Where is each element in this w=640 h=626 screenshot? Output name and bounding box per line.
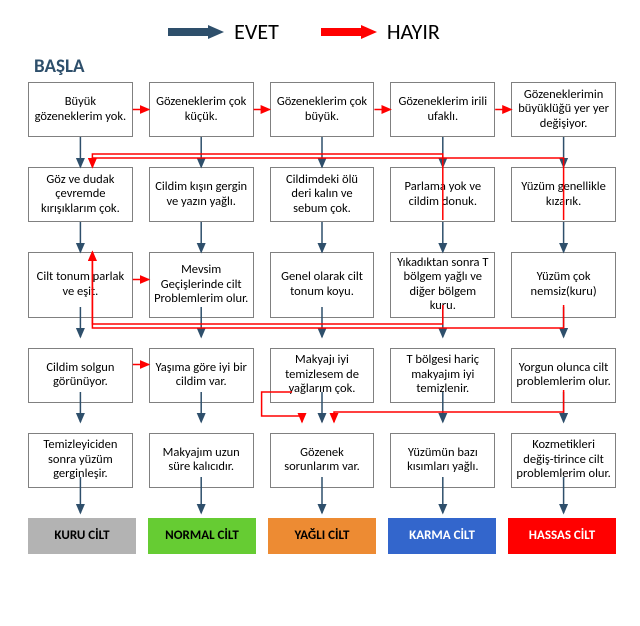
node-r4-c0: Temizleyiciden sonra yüzüm gerginleşir. [28, 433, 133, 488]
node-r3-c1: Yaşıma göre iyi bir cildim var. [149, 348, 254, 403]
legend-evet-label: EVET [234, 18, 279, 45]
node-r3-c0: Cildim solgun görünüyor. [28, 348, 133, 403]
node-r1-c3: Parlama yok ve cildim donuk. [390, 167, 495, 222]
node-r0-c2: Gözeneklerim çok büyük. [270, 82, 375, 137]
node-r2-c2: Genel olarak cilt tonum koyu. [270, 252, 375, 318]
node-r0-c1: Gözeneklerim çok küçük. [149, 82, 254, 137]
node-r1-c4: Yüzüm genellikle kızarık. [511, 167, 616, 222]
legend: EVET HAYIR [0, 18, 640, 45]
node-r2-c0: Cilt tonum parlak ve eşit. [28, 252, 133, 318]
result-1: NORMAL CİLT [148, 518, 256, 554]
node-r0-c0: Büyük gözeneklerim yok. [28, 82, 133, 137]
node-r3-c2: Makyajı iyi temizlesem de yağlarım çok. [270, 348, 375, 403]
result-3: KARMA CİLT [388, 518, 496, 554]
node-r2-c1: Mevsim Geçişlerinde cilt Problemlerim ol… [149, 252, 254, 318]
node-r1-c0: Göz ve dudak çevremde kırışıklarım çok. [28, 167, 133, 222]
result-0: KURU CİLT [28, 518, 136, 554]
node-r0-c3: Gözeneklerim irili ufaklı. [390, 82, 495, 137]
node-r3-c4: Yorgun olunca cilt problemlerim olur. [511, 348, 616, 403]
legend-hayir-label: HAYIR [387, 18, 440, 45]
result-4: HASSAS CİLT [508, 518, 616, 554]
result-2: YAĞLI CİLT [268, 518, 376, 554]
basla-label: BAŞLA [34, 55, 85, 78]
node-r1-c1: Cildim kışın gergin ve yazın yağlı. [149, 167, 254, 222]
node-r2-c4: Yüzüm çok nemsiz(kuru) [511, 252, 616, 318]
node-r4-c3: Yüzümün bazı kısımları yağlı. [390, 433, 495, 488]
node-r4-c1: Makyajım uzun süre kalıcıdır. [149, 433, 254, 488]
node-r2-c3: Yıkadıktan sonra T bölgem yağlı ve diğer… [390, 252, 495, 318]
node-r4-c4: Kozmetikleri değiş-tirince cilt probleml… [511, 433, 616, 488]
node-r4-c2: Gözenek sorunlarım var. [270, 433, 375, 488]
evet-arrow-icon [168, 25, 224, 39]
node-r0-c4: Gözeneklerimin büyüklüğü yer yer değişiy… [511, 82, 616, 137]
node-r3-c3: T bölgesi hariç makyajım iyi temizlenir. [390, 348, 495, 403]
node-r1-c2: Cildimdeki ölü deri kalın ve sebum çok. [270, 167, 375, 222]
hayir-arrow-icon [321, 25, 377, 39]
flowchart-grid: Büyük gözeneklerim yok. Gözeneklerim çok … [28, 82, 616, 554]
